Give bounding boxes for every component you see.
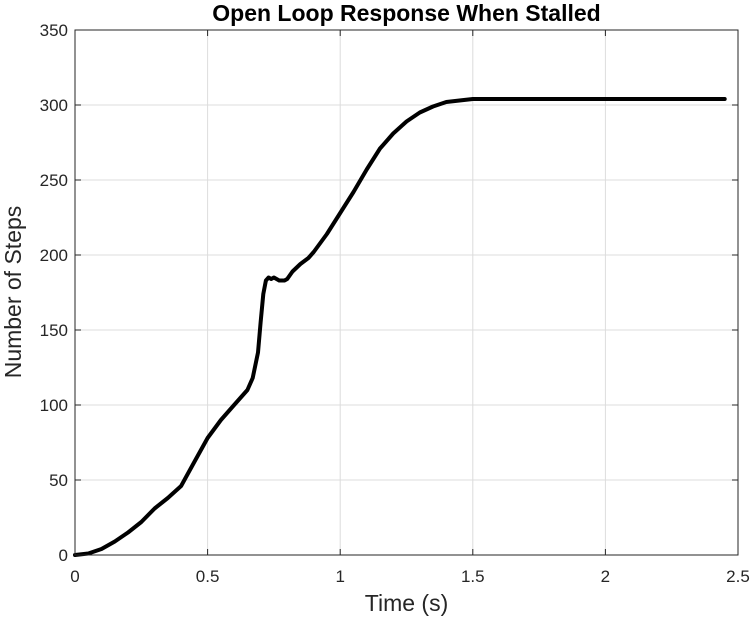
x-axis-label: Time (s): [365, 590, 448, 616]
x-tick-label: 2.5: [726, 567, 750, 586]
y-tick-label: 150: [40, 321, 68, 340]
x-tick-label: 0.5: [196, 567, 220, 586]
plot-background: [75, 30, 738, 555]
y-tick-label: 200: [40, 246, 68, 265]
y-tick-label: 50: [49, 471, 68, 490]
x-tick-label: 0: [70, 567, 79, 586]
y-tick-label: 350: [40, 21, 68, 40]
x-tick-label: 2: [601, 567, 610, 586]
y-tick-label: 0: [59, 546, 68, 565]
series-line: [73, 97, 727, 557]
y-tick-label: 100: [40, 396, 68, 415]
chart-title: Open Loop Response When Stalled: [212, 0, 600, 26]
axes-frame: [74, 29, 739, 556]
y-axis-label: Number of Steps: [0, 206, 26, 379]
x-tick-label: 1: [335, 567, 344, 586]
x-tick-label: 1.5: [461, 567, 485, 586]
series-layer: [73, 97, 727, 557]
y-tick-label: 300: [40, 96, 68, 115]
tick-labels: 0 0.5 1 1.5 2 2.5 0 50 100 150 200 250 300 350: [40, 21, 750, 586]
y-tick-label: 250: [40, 171, 68, 190]
